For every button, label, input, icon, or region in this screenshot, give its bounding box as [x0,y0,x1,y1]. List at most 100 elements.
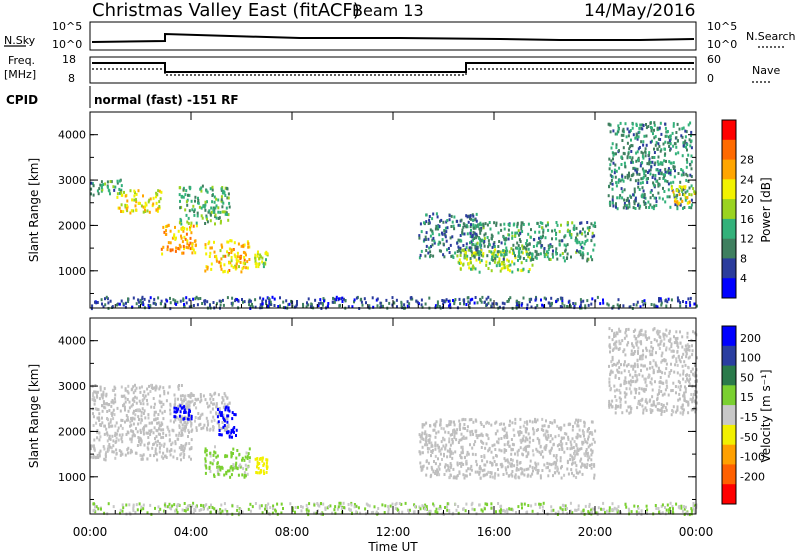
power-cell [555,252,558,256]
velocity-cell [144,416,147,420]
power-cell [441,299,444,302]
power-cell [625,135,628,139]
velocity-cell [343,506,346,510]
velocity-cell [153,454,155,458]
velocity-cell [623,348,626,352]
velocity-cell [580,457,583,461]
velocity-cell [633,504,636,508]
power-cell [561,299,564,303]
velocity-cell [434,462,437,466]
power-cell [109,180,112,183]
velocity-cell [262,464,265,467]
velocity-cell [244,463,247,467]
power-cell [181,251,184,255]
velocity-cell [231,504,234,508]
velocity-cell [578,470,581,474]
power-cell [499,223,502,227]
power-cell [382,304,384,308]
velocity-cell [137,409,140,413]
power-cell [659,168,662,172]
velocity-cell [688,513,691,517]
velocity-cell [206,419,209,423]
power-cell [473,255,476,259]
power-cell [491,302,494,306]
power-cell [527,222,530,226]
velocity-cell [669,501,672,505]
velocity-cell [227,406,230,410]
power-cell [403,303,406,307]
power-cell [642,195,645,199]
velocity-cell [174,402,177,406]
velocity-cell [158,427,160,431]
velocity-cell [439,448,442,452]
velocity-cell [614,344,617,348]
power-cell [195,224,198,228]
power-cell [134,191,136,195]
power-cell [642,124,645,127]
velocity-cell [204,471,207,475]
power-cell [648,151,651,155]
velocity-cell [103,424,106,428]
power-cell [515,299,518,303]
velocity-cell [684,390,687,394]
velocity-cell [578,428,581,432]
power-cell [471,297,474,301]
power-cell [213,240,215,244]
velocity-cell [156,458,159,462]
power-cell [639,164,642,168]
velocity-cell [594,429,597,433]
velocity-cell [656,402,659,406]
velocity-cell [235,456,238,460]
velocity-cell [120,450,123,454]
velocity-cell [575,468,578,472]
velocity-cell [625,387,628,391]
power-cell [355,296,358,300]
power-cell [214,206,217,210]
velocity-cell [659,340,662,344]
velocity-cell [128,400,131,404]
velocity-cell [107,448,110,452]
power-cell [609,173,612,177]
power-cell [425,231,428,235]
power-cell [615,205,617,209]
power-cell [222,189,225,193]
velocity-cell [186,507,189,511]
velocity-cell [213,473,215,477]
velocity-cell [316,502,319,505]
velocity-cell [687,402,690,406]
velocity-cell [679,341,682,345]
power-cell [512,248,515,252]
velocity-cell [588,511,591,515]
power-cell [635,170,638,174]
velocity-cell [637,402,640,406]
velocity-cell [231,411,234,415]
velocity-cell [183,405,186,409]
power-cell [527,255,530,259]
power-cell [639,305,642,309]
velocity-cell [187,411,190,415]
velocity-cell [266,467,268,470]
power-cell [227,253,230,257]
velocity-region-2 [173,404,193,421]
power-cell [492,255,495,259]
power-cell [647,171,649,174]
velocity-cell [274,508,277,512]
power-cell [193,239,196,243]
power-region-0 [90,178,123,197]
power-cell [201,184,204,188]
velocity-cell [101,404,104,408]
velocity-cell [659,369,662,373]
power-cell [180,222,183,226]
velocity-cell [138,386,141,390]
power-cell [188,193,191,197]
power-cell [456,254,459,258]
velocity-cell [199,395,202,399]
power-cell [613,171,616,175]
power-cell [654,174,657,177]
power-cell [647,125,650,128]
power-cell [169,296,171,300]
power-cell [617,128,620,131]
velocity-cell [690,509,693,513]
power-cell [569,229,571,233]
